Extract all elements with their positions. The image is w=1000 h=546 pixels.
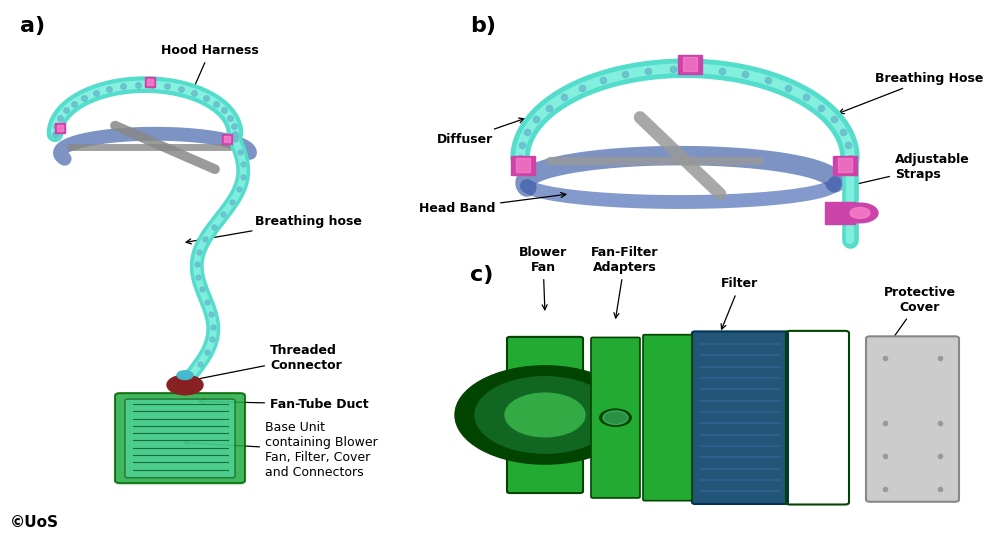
Bar bbox=[825, 202, 855, 224]
Text: Diffuser: Diffuser bbox=[437, 118, 524, 146]
Circle shape bbox=[603, 411, 628, 425]
FancyBboxPatch shape bbox=[507, 337, 583, 493]
Circle shape bbox=[600, 409, 631, 426]
Text: Breathing hose: Breathing hose bbox=[186, 215, 362, 244]
Bar bbox=[683, 57, 697, 71]
FancyBboxPatch shape bbox=[125, 399, 235, 478]
Circle shape bbox=[455, 366, 635, 464]
FancyBboxPatch shape bbox=[643, 335, 692, 501]
Circle shape bbox=[850, 207, 870, 218]
Text: Breathing Hose: Breathing Hose bbox=[839, 72, 983, 114]
Circle shape bbox=[167, 375, 203, 395]
Circle shape bbox=[842, 203, 878, 223]
Text: Fan-Tube Duct: Fan-Tube Duct bbox=[199, 397, 369, 411]
Circle shape bbox=[475, 377, 615, 453]
FancyBboxPatch shape bbox=[591, 337, 640, 498]
Text: b): b) bbox=[470, 16, 496, 37]
FancyBboxPatch shape bbox=[866, 336, 959, 502]
Text: Threaded
Connector: Threaded Connector bbox=[191, 343, 342, 382]
Bar bbox=[838, 158, 852, 172]
Bar bbox=[833, 156, 857, 175]
Text: Filter: Filter bbox=[721, 277, 759, 329]
Bar bbox=[511, 156, 535, 175]
Text: Fan-Filter
Adapters: Fan-Filter Adapters bbox=[591, 246, 659, 318]
Text: ©UoS: ©UoS bbox=[10, 515, 59, 530]
Text: Head Band: Head Band bbox=[419, 193, 566, 215]
Text: Base Unit
containing Blower
Fan, Filter, Cover
and Connectors: Base Unit containing Blower Fan, Filter,… bbox=[184, 422, 378, 479]
FancyBboxPatch shape bbox=[692, 331, 788, 504]
FancyBboxPatch shape bbox=[115, 393, 245, 483]
Circle shape bbox=[177, 371, 193, 379]
Text: Adjustable
Straps: Adjustable Straps bbox=[849, 152, 970, 187]
Text: Protective
Cover: Protective Cover bbox=[884, 286, 956, 346]
Text: a): a) bbox=[20, 16, 45, 37]
Bar bbox=[516, 158, 530, 172]
Circle shape bbox=[505, 393, 585, 437]
Bar bbox=[678, 55, 702, 74]
Text: c): c) bbox=[470, 265, 493, 285]
Text: Hood Harness: Hood Harness bbox=[161, 44, 259, 97]
Text: Blower
Fan: Blower Fan bbox=[519, 246, 567, 310]
